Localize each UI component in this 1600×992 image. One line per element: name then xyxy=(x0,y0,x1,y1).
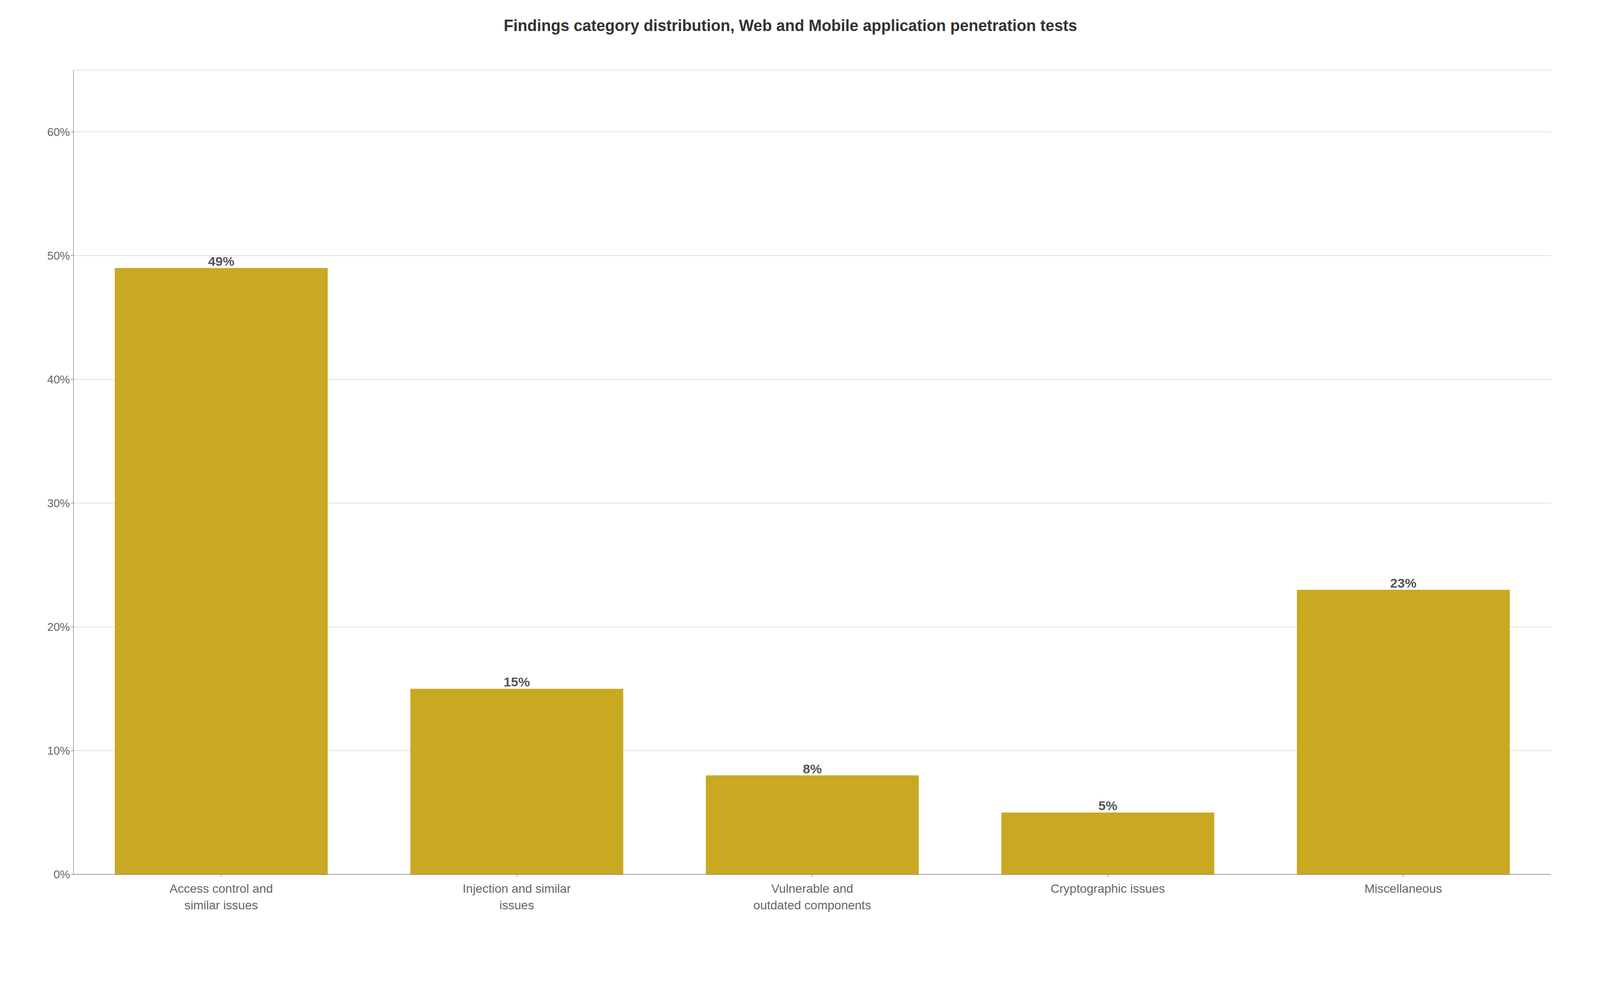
svg-text:23%: 23% xyxy=(1390,575,1417,591)
svg-text:49%: 49% xyxy=(208,253,235,269)
svg-text:8%: 8% xyxy=(802,761,822,776)
svg-text:Miscellaneous: Miscellaneous xyxy=(1364,881,1442,896)
svg-text:5%: 5% xyxy=(1098,798,1117,813)
svg-text:10%: 10% xyxy=(47,744,70,758)
svg-text:20%: 20% xyxy=(47,620,70,634)
svg-text:Vulnerable andoutdated compone: Vulnerable andoutdated components xyxy=(753,881,871,912)
svg-text:15%: 15% xyxy=(503,674,530,689)
svg-text:0%: 0% xyxy=(53,867,70,881)
svg-text:40%: 40% xyxy=(47,372,70,387)
svg-text:50%: 50% xyxy=(47,249,70,263)
svg-text:60%: 60% xyxy=(47,125,70,139)
svg-text:30%: 30% xyxy=(47,496,70,510)
svg-text:Cryptographic issues: Cryptographic issues xyxy=(1050,881,1165,896)
html-text:Findings category distribution: Findings category distribution, Web and … xyxy=(503,16,1078,35)
svg-text:Injection and similarissues: Injection and similarissues xyxy=(462,881,571,912)
svg-text:Access control andsimilar issu: Access control andsimilar issues xyxy=(169,881,274,912)
